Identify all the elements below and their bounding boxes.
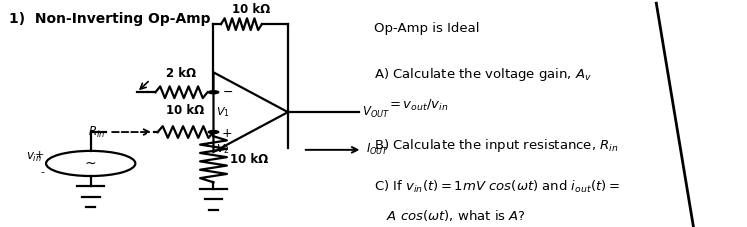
Text: $= v_{out}/v_{in}$: $= v_{out}/v_{in}$ — [374, 97, 448, 113]
Text: Op-Amp is Ideal: Op-Amp is Ideal — [374, 22, 479, 35]
Text: $A\ cos(\omega t)$, what is $A$?: $A\ cos(\omega t)$, what is $A$? — [374, 208, 525, 224]
Text: $R_{in}$: $R_{in}$ — [88, 124, 105, 140]
Text: $v_{in}$: $v_{in}$ — [26, 151, 43, 164]
Text: B) Calculate the input resistance, $R_{in}$: B) Calculate the input resistance, $R_{i… — [374, 137, 618, 154]
Text: $-$: $-$ — [223, 85, 234, 98]
Text: 10 kΩ: 10 kΩ — [230, 153, 268, 166]
Text: $V_2$: $V_2$ — [216, 143, 229, 156]
Text: $V_1$: $V_1$ — [216, 105, 229, 118]
Text: $+$: $+$ — [221, 127, 232, 140]
Text: -: - — [40, 167, 45, 177]
Circle shape — [208, 91, 219, 94]
Text: 1)  Non-Inverting Op-Amp: 1) Non-Inverting Op-Amp — [9, 12, 211, 26]
Text: +: + — [35, 150, 45, 160]
Text: 10 kΩ: 10 kΩ — [232, 3, 270, 16]
Circle shape — [208, 131, 219, 133]
Text: $V_{OUT}$: $V_{OUT}$ — [362, 105, 391, 120]
Text: 10 kΩ: 10 kΩ — [167, 104, 205, 117]
Text: ~: ~ — [85, 156, 96, 170]
Text: C) If $v_{in}(t) = 1mV\ cos(\omega t)$ and $i_{out}(t) =$: C) If $v_{in}(t) = 1mV\ cos(\omega t)$ a… — [374, 179, 619, 195]
Text: A) Calculate the voltage gain, $A_v$: A) Calculate the voltage gain, $A_v$ — [374, 66, 592, 83]
Text: $I_{OUT}$: $I_{OUT}$ — [366, 142, 390, 157]
Text: 2 kΩ: 2 kΩ — [167, 67, 196, 80]
